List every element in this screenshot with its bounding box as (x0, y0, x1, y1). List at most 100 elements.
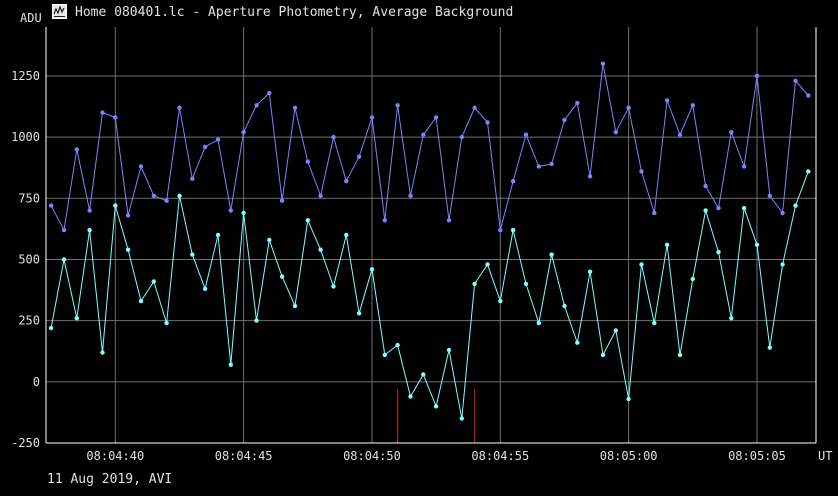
data-point (190, 176, 195, 181)
data-point (138, 164, 144, 169)
data-point (100, 350, 105, 355)
data-point (510, 227, 516, 233)
y-tick-label: 1000 (11, 130, 40, 144)
data-point (241, 130, 246, 135)
data-point (716, 205, 721, 211)
data-point (677, 352, 683, 358)
data-point (279, 274, 285, 279)
data-point (369, 267, 375, 272)
data-point (498, 227, 503, 233)
data-point (395, 342, 400, 348)
data-point (318, 247, 323, 252)
x-tick-label: 08:05:00 (600, 449, 658, 463)
data-point (639, 262, 644, 267)
data-point (382, 352, 387, 358)
data-point (215, 137, 221, 142)
x-tick-label: 08:04:50 (343, 449, 401, 463)
data-point (202, 286, 208, 291)
data-point (382, 218, 387, 223)
data-point (626, 105, 631, 111)
axes (45, 27, 817, 444)
data-point (151, 193, 156, 198)
event-markers (397, 389, 476, 443)
grid (46, 27, 816, 444)
data-point (472, 105, 477, 111)
light-curve-app-icon[interactable] (52, 4, 67, 19)
data-point (536, 320, 541, 326)
data-point (433, 404, 439, 409)
data-point (267, 90, 272, 96)
series-2 (48, 169, 811, 421)
data-point (549, 252, 554, 257)
data-point (485, 262, 490, 267)
data-point (254, 318, 259, 323)
x-tick-label: 08:04:40 (86, 449, 144, 463)
data-point (177, 193, 182, 198)
y-tick-label: 0 (33, 375, 40, 389)
data-point (664, 98, 670, 103)
data-point (806, 169, 811, 174)
data-point (331, 284, 336, 289)
data-point (61, 227, 67, 233)
data-point (446, 347, 452, 353)
data-point (241, 210, 246, 216)
data-point (190, 252, 195, 257)
data-point (254, 103, 259, 108)
data-point (113, 203, 118, 208)
window-title: Home 080401.lc - Aperture Photometry, Av… (75, 5, 514, 20)
tick-labels: -250 0 250 500 750 1000 1250 08:04:40 08:04:45 08… (11, 11, 832, 463)
data-point (806, 93, 811, 98)
data-point (292, 105, 298, 111)
data-point (485, 120, 490, 125)
y-tick-label: 500 (18, 252, 40, 266)
data-point (459, 416, 464, 421)
data-point (652, 210, 657, 216)
data-point (305, 218, 310, 223)
data-point (61, 257, 67, 262)
data-point (472, 281, 477, 287)
data-point (369, 115, 375, 120)
series-line (50, 171, 809, 419)
data-point (100, 110, 105, 115)
data-point (48, 203, 54, 208)
data-point (279, 198, 285, 203)
data-point (536, 164, 541, 169)
data-point (331, 134, 336, 140)
data-point (716, 249, 721, 255)
data-point (433, 115, 439, 120)
data-point (356, 154, 362, 159)
data-point (510, 179, 516, 184)
data-point (793, 78, 798, 84)
data-point (587, 269, 593, 274)
data-point (613, 328, 618, 333)
data-point (48, 325, 54, 331)
title-bar: Home 080401.lc - Aperture Photometry, Av… (0, 0, 838, 24)
data-point (125, 247, 131, 252)
data-point (421, 372, 426, 377)
data-point (177, 105, 182, 111)
data-point (677, 132, 683, 137)
data-point (228, 208, 233, 213)
data-point (344, 179, 349, 184)
data-point (690, 103, 695, 108)
data-point (395, 103, 400, 108)
data-point (446, 218, 452, 223)
data-point (664, 242, 670, 247)
y-tick-label: -250 (11, 436, 40, 450)
data-point (215, 232, 221, 238)
data-point (613, 130, 618, 135)
y-tick-label: 250 (18, 314, 40, 328)
data-point (729, 130, 734, 135)
data-point (498, 298, 503, 304)
data-point (754, 73, 760, 79)
data-point (87, 227, 92, 233)
data-point (356, 311, 362, 316)
data-point (74, 316, 80, 321)
x-tick-label: 08:04:55 (471, 449, 529, 463)
data-point (523, 132, 529, 137)
y-tick-label: 750 (18, 191, 40, 205)
data-point (562, 303, 567, 309)
data-point (729, 316, 734, 321)
data-point (164, 198, 169, 203)
data-point (703, 208, 708, 213)
